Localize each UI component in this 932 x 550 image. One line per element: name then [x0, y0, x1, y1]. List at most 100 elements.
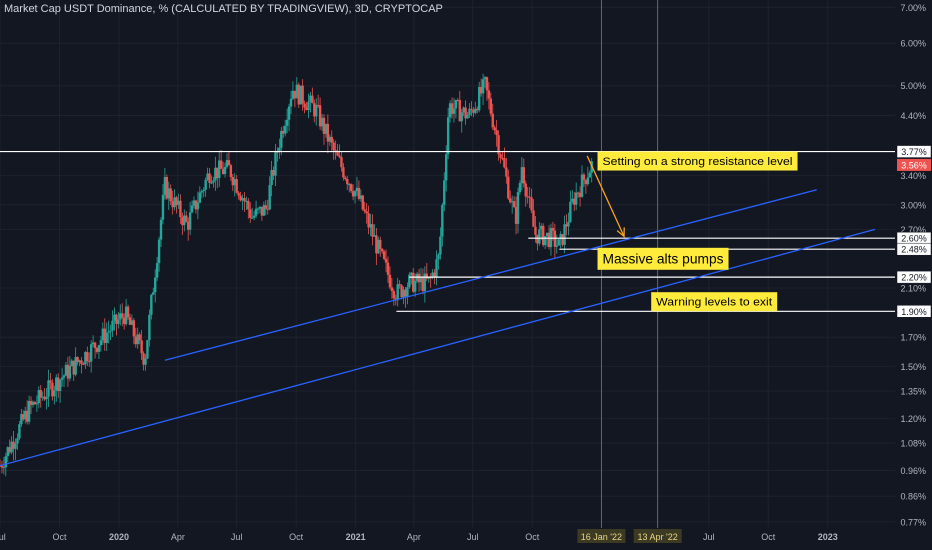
candle-body	[477, 87, 481, 111]
candle-body	[22, 414, 25, 420]
candle	[237, 191, 240, 200]
candle	[74, 347, 77, 377]
time-axis[interactable]: Jul Oct 2020 Apr Jul Oct 2021 Apr Jul Oct 16 Jan '…	[0, 529, 838, 543]
candle	[460, 109, 463, 133]
candle-body	[103, 328, 106, 343]
candle	[340, 151, 343, 172]
candle	[181, 212, 184, 235]
candle	[588, 170, 591, 178]
candle-body	[43, 396, 46, 400]
candle	[549, 223, 553, 256]
candle	[443, 172, 446, 212]
candle	[35, 395, 39, 412]
annotation-text: Warning levels to exit	[656, 297, 772, 309]
candle-body	[584, 179, 588, 185]
candle-body	[274, 151, 277, 176]
candle-body	[39, 390, 42, 398]
candle-body	[134, 336, 138, 345]
candle-body	[524, 183, 527, 197]
candle-body	[124, 306, 128, 325]
candle	[417, 269, 421, 292]
time-marker-box	[633, 529, 682, 543]
candle	[477, 81, 481, 113]
candle	[580, 165, 584, 198]
candle	[173, 189, 176, 211]
candle-body	[565, 224, 568, 227]
candle	[272, 166, 275, 181]
candle	[388, 266, 392, 290]
candle-body	[64, 364, 68, 376]
candle	[435, 250, 438, 286]
candle-body	[448, 103, 452, 118]
candle-body	[186, 221, 190, 230]
candle	[551, 221, 555, 241]
price-label-text: 2.20%	[901, 273, 927, 283]
candle-body	[268, 185, 271, 210]
candle-body	[542, 225, 545, 246]
candle-body	[408, 274, 411, 288]
candle	[138, 332, 141, 345]
candle-body	[35, 403, 39, 405]
candle-body	[218, 160, 221, 179]
candle-body	[344, 177, 347, 180]
candle	[214, 156, 217, 191]
price-label-box	[897, 158, 931, 171]
candle-body	[99, 340, 103, 346]
candle-body	[431, 272, 434, 278]
candle	[355, 176, 359, 196]
candle	[107, 320, 110, 344]
candle-body	[445, 154, 448, 181]
price-tick-label: 1.20%	[900, 414, 926, 424]
candle-body	[223, 166, 227, 174]
time-tick-label: Jul	[0, 532, 6, 542]
candle	[470, 101, 473, 117]
candle	[297, 82, 300, 108]
candle-body	[400, 285, 403, 298]
price-label-text: 1.90%	[901, 307, 927, 317]
candle-body	[194, 200, 198, 210]
candle-body	[128, 317, 132, 325]
candle	[39, 385, 42, 408]
candle	[320, 113, 324, 131]
candle	[136, 327, 139, 349]
candle-body	[29, 400, 33, 405]
candle-body	[167, 188, 170, 199]
candle	[196, 191, 200, 220]
price-tick-label: 0.77%	[900, 517, 926, 527]
candle	[18, 420, 21, 441]
candle	[78, 359, 81, 367]
candle-body	[588, 172, 591, 178]
candle	[367, 205, 370, 235]
candle-body	[574, 192, 578, 205]
candle	[571, 190, 574, 205]
candle	[289, 90, 293, 115]
candle-body	[179, 200, 182, 218]
candle	[113, 307, 116, 331]
candle-body	[27, 400, 31, 422]
candle	[328, 134, 332, 146]
candle	[134, 327, 138, 348]
candle	[20, 408, 23, 427]
candle	[161, 184, 165, 225]
candle	[450, 97, 454, 119]
candle	[245, 196, 248, 210]
candle-body	[221, 168, 225, 174]
candle-body	[460, 112, 463, 122]
candle	[175, 195, 178, 214]
candle	[128, 313, 132, 326]
candle-body	[239, 195, 242, 201]
candle	[49, 372, 52, 390]
candle	[346, 175, 349, 190]
candle-body	[295, 84, 299, 99]
candle-body	[342, 167, 345, 178]
candle	[542, 223, 545, 247]
candle-body	[107, 331, 110, 333]
price-axis[interactable]: 7.00% 6.00% 5.00% 4.40% 3.40% 3.00% 2.70% 2.10%…	[896, 3, 932, 528]
candle-body	[97, 345, 101, 352]
candle	[476, 106, 479, 114]
annotation-callout: Setting on a strong resistance level	[597, 151, 798, 171]
candle	[260, 206, 264, 221]
candle-body	[243, 198, 246, 202]
candle	[363, 201, 366, 214]
candle	[582, 172, 586, 188]
